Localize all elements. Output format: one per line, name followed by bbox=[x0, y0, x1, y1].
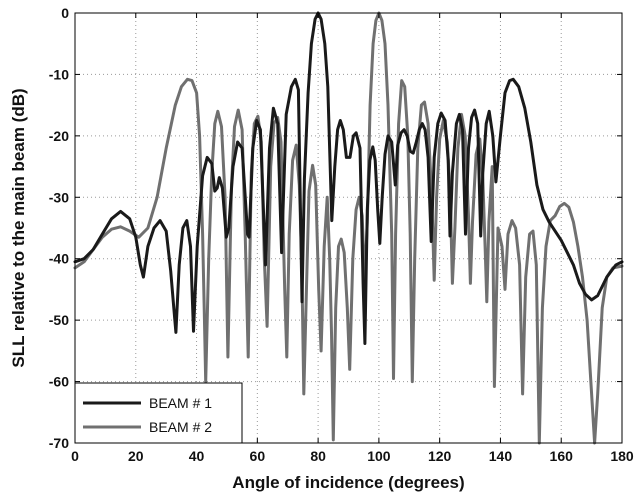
y-tick-label: -70 bbox=[49, 435, 69, 451]
x-tick-label: 60 bbox=[250, 448, 266, 464]
legend-label-beam-1: BEAM # 1 bbox=[149, 395, 212, 411]
x-tick-label: 20 bbox=[128, 448, 144, 464]
y-tick-label: -10 bbox=[49, 66, 69, 82]
x-tick-label: 0 bbox=[71, 448, 79, 464]
plot-area-frame bbox=[74, 12, 623, 444]
axis-ticks: 0 20 40 60 80 100 120 140 160 180 0 -10 -20 -30 -40 -50… bbox=[49, 5, 634, 464]
legend-label-beam-2: BEAM # 2 bbox=[149, 419, 212, 435]
x-tick-label: 180 bbox=[610, 448, 634, 464]
y-tick-label: -30 bbox=[49, 189, 69, 205]
series-line-beam-2 bbox=[73, 11, 624, 445]
y-axis-label: SLL relative to the main beam (dB) bbox=[9, 88, 28, 367]
series-lines bbox=[73, 11, 624, 445]
x-tick-label: 140 bbox=[489, 448, 513, 464]
legend-box bbox=[74, 382, 243, 444]
x-tick-label: 40 bbox=[189, 448, 205, 464]
y-tick-label: -20 bbox=[49, 128, 69, 144]
x-tick-label: 100 bbox=[367, 448, 391, 464]
y-tick-label: -60 bbox=[49, 374, 69, 390]
series-line-beam-1 bbox=[73, 11, 624, 345]
y-tick-label: -40 bbox=[49, 251, 69, 267]
x-tick-label: 120 bbox=[428, 448, 452, 464]
x-axis-label: Angle of incidence (degrees) bbox=[232, 473, 464, 492]
x-tick-label: 160 bbox=[550, 448, 574, 464]
y-tick-label: 0 bbox=[61, 5, 69, 21]
x-tick-label: 80 bbox=[310, 448, 326, 464]
legend: BEAM # 1 BEAM # 2 bbox=[74, 382, 243, 444]
y-tick-label: -50 bbox=[49, 312, 69, 328]
